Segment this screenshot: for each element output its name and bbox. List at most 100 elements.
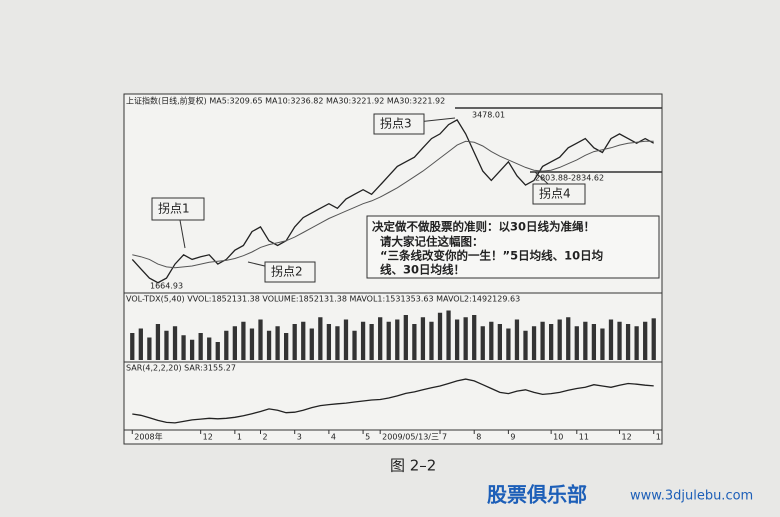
- volume-bar: [181, 335, 186, 360]
- volume-bar: [540, 321, 545, 360]
- volume-bar: [249, 328, 255, 360]
- x-tick-label: 3: [297, 433, 302, 442]
- volume-bar: [497, 324, 502, 360]
- volume-bar: [198, 333, 203, 360]
- volume-bar: [608, 319, 614, 360]
- volume-header: VOL-TDX(5,40) VVOL:1852131.38 VOLUME:185…: [126, 295, 520, 304]
- volume-bar: [335, 326, 340, 360]
- volume-bar: [574, 326, 579, 360]
- volume-bar: [266, 330, 272, 360]
- note-line: 请大家记住这幅图：: [380, 235, 484, 249]
- x-tick-label: 2: [263, 433, 268, 442]
- volume-bar: [506, 328, 511, 360]
- volume-bar: [164, 330, 169, 360]
- volume-bar: [420, 317, 426, 360]
- volume-bar: [403, 315, 408, 360]
- volume-bar: [326, 324, 332, 360]
- volume-bar: [514, 319, 520, 360]
- volume-bar: [360, 321, 366, 360]
- peak-label: 3478.01: [472, 111, 505, 120]
- volume-bar: [480, 326, 485, 360]
- callout-label: 拐点3: [380, 116, 412, 131]
- volume-bar: [489, 321, 494, 360]
- volume-bar: [463, 317, 468, 360]
- volume-bar: [241, 321, 246, 360]
- note-line: “三条线改变你的一生！”5日均线、10日均: [380, 249, 603, 263]
- volume-bar: [412, 324, 417, 360]
- volume-bar: [352, 330, 357, 360]
- volume-bar: [147, 337, 152, 360]
- watermark-brand: 股票俱乐部: [487, 483, 587, 507]
- x-tick-label: 2008年: [134, 432, 162, 442]
- caption: 图 2–2: [390, 457, 436, 475]
- volume-bar: [523, 330, 528, 360]
- volume-bar: [454, 319, 460, 360]
- volume-bar: [566, 317, 571, 360]
- volume-bar: [318, 317, 323, 360]
- x-tick-label: 2009/05/13/三: [382, 433, 439, 442]
- callout-box: [532, 183, 586, 205]
- callout-box: [264, 261, 316, 283]
- note-box: [366, 215, 660, 279]
- volume-bar: [292, 324, 297, 360]
- x-tick-label: 11: [579, 433, 589, 442]
- range-label: 2803.88-2834.62: [535, 174, 604, 183]
- volume-bar: [643, 321, 648, 360]
- volume-bar: [386, 321, 391, 360]
- x-tick-label: 1: [656, 433, 661, 442]
- volume-bar: [378, 317, 383, 360]
- volume-bar: [369, 324, 374, 360]
- callout-box: [373, 113, 425, 135]
- volume-bar: [557, 319, 562, 360]
- volume-bar: [531, 326, 537, 360]
- x-tick-label: 5: [365, 433, 370, 442]
- volume-bar: [172, 326, 178, 360]
- volume-bar: [207, 337, 212, 360]
- volume-bar: [549, 324, 554, 360]
- callout-label: 拐点4: [539, 186, 571, 201]
- volume-bar: [343, 319, 349, 360]
- series-line: [131, 119, 655, 284]
- volume-bar: [275, 326, 280, 360]
- x-tick-label: 9: [510, 433, 515, 442]
- note-line: 线、30日均线！: [380, 263, 465, 277]
- low-label: 1664.93: [150, 282, 183, 291]
- series-line: [132, 378, 654, 424]
- watermark-url: www.3djulebu.com: [630, 489, 753, 504]
- callout-label: 拐点1: [158, 201, 190, 216]
- volume-bar: [634, 326, 639, 360]
- series-line: [132, 140, 654, 269]
- x-tick-label: 12: [203, 433, 213, 442]
- x-tick-label: 8: [476, 433, 481, 442]
- volume-bar: [215, 342, 220, 360]
- volume-bar: [591, 324, 597, 360]
- x-tick-label: 12: [622, 433, 632, 442]
- volume-bar: [472, 315, 477, 360]
- volume-bar: [437, 312, 443, 360]
- volume-bar: [224, 330, 229, 360]
- volume-bar: [625, 324, 631, 360]
- volume-bar: [301, 321, 306, 360]
- volume-bar: [155, 324, 161, 360]
- price-header: 上证指数(日线,前复权) MA5:3209.65 MA10:3236.82 MA…: [126, 96, 445, 106]
- x-tick-label: 1: [237, 433, 242, 442]
- volume-bar: [617, 321, 622, 360]
- sar-header: SAR(4,2,2,20) SAR:3155.27: [126, 364, 236, 373]
- volume-bar: [651, 318, 656, 360]
- callout-box: [151, 197, 205, 221]
- volume-bar: [284, 333, 289, 360]
- volume-bar: [583, 321, 588, 360]
- volume-bar: [189, 339, 195, 360]
- volume-bar: [309, 328, 314, 360]
- volume-bar: [600, 328, 605, 360]
- volume-bar: [429, 321, 434, 360]
- volume-bar: [138, 328, 143, 360]
- x-tick-label: 7: [442, 433, 447, 442]
- volume-bar: [395, 319, 400, 360]
- volume-bar: [258, 319, 263, 360]
- volume-bar: [446, 310, 451, 360]
- callout-label: 拐点2: [271, 264, 303, 279]
- x-tick-label: 4: [331, 433, 336, 442]
